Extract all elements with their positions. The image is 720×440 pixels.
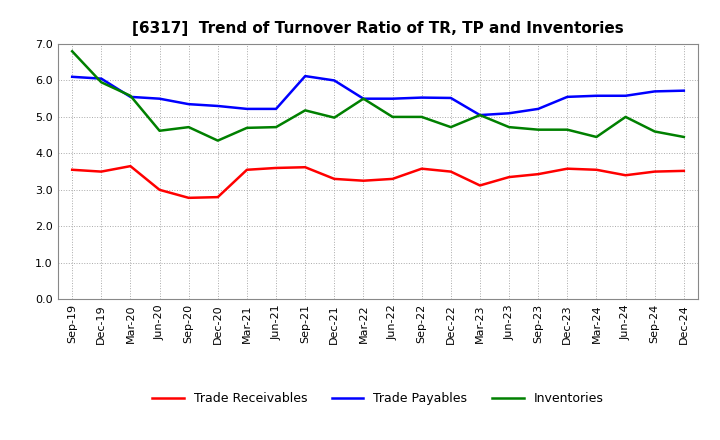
Trade Payables	[650, 89, 659, 94]
Trade Receivables	[388, 176, 397, 182]
Trade Receivables	[476, 183, 485, 188]
Trade Payables	[680, 88, 688, 93]
Inventories	[243, 125, 251, 131]
Trade Receivables	[446, 169, 455, 174]
Inventories	[621, 114, 630, 120]
Trade Payables	[243, 106, 251, 111]
Inventories	[563, 127, 572, 132]
Inventories	[359, 96, 368, 101]
Trade Payables	[446, 95, 455, 101]
Trade Receivables	[418, 166, 426, 171]
Trade Payables	[505, 110, 513, 116]
Inventories	[156, 128, 164, 133]
Trade Receivables	[126, 164, 135, 169]
Trade Payables	[592, 93, 600, 99]
Trade Receivables	[563, 166, 572, 171]
Trade Receivables	[505, 174, 513, 180]
Inventories	[330, 115, 338, 120]
Trade Payables	[184, 102, 193, 107]
Trade Receivables	[680, 168, 688, 173]
Inventories	[68, 49, 76, 54]
Line: Inventories: Inventories	[72, 51, 684, 141]
Trade Payables	[301, 73, 310, 79]
Trade Payables	[359, 96, 368, 101]
Trade Receivables	[68, 167, 76, 172]
Trade Receivables	[592, 167, 600, 172]
Title: [6317]  Trend of Turnover Ratio of TR, TP and Inventories: [6317] Trend of Turnover Ratio of TR, TP…	[132, 21, 624, 36]
Trade Receivables	[330, 176, 338, 182]
Trade Payables	[68, 74, 76, 80]
Trade Receivables	[213, 194, 222, 200]
Trade Receivables	[359, 178, 368, 183]
Trade Payables	[476, 113, 485, 118]
Line: Trade Receivables: Trade Receivables	[72, 166, 684, 198]
Trade Receivables	[650, 169, 659, 174]
Line: Trade Payables: Trade Payables	[72, 76, 684, 115]
Inventories	[534, 127, 543, 132]
Trade Payables	[621, 93, 630, 99]
Trade Receivables	[534, 172, 543, 177]
Inventories	[418, 114, 426, 120]
Trade Receivables	[184, 195, 193, 201]
Trade Payables	[213, 103, 222, 109]
Inventories	[184, 125, 193, 130]
Trade Payables	[563, 94, 572, 99]
Trade Payables	[330, 78, 338, 83]
Trade Payables	[271, 106, 280, 111]
Inventories	[680, 134, 688, 139]
Inventories	[476, 113, 485, 118]
Trade Payables	[97, 76, 106, 81]
Trade Payables	[388, 96, 397, 101]
Trade Payables	[534, 106, 543, 111]
Trade Receivables	[621, 172, 630, 178]
Inventories	[97, 80, 106, 85]
Inventories	[592, 134, 600, 139]
Inventories	[301, 108, 310, 113]
Inventories	[650, 129, 659, 134]
Trade Payables	[418, 95, 426, 100]
Inventories	[271, 125, 280, 130]
Legend: Trade Receivables, Trade Payables, Inventories: Trade Receivables, Trade Payables, Inven…	[148, 387, 608, 410]
Inventories	[213, 138, 222, 143]
Trade Payables	[126, 94, 135, 99]
Trade Receivables	[243, 167, 251, 172]
Trade Receivables	[156, 187, 164, 192]
Trade Receivables	[301, 165, 310, 170]
Inventories	[505, 125, 513, 130]
Trade Receivables	[97, 169, 106, 174]
Inventories	[446, 125, 455, 130]
Inventories	[126, 93, 135, 99]
Trade Receivables	[271, 165, 280, 171]
Inventories	[388, 114, 397, 120]
Trade Payables	[156, 96, 164, 101]
